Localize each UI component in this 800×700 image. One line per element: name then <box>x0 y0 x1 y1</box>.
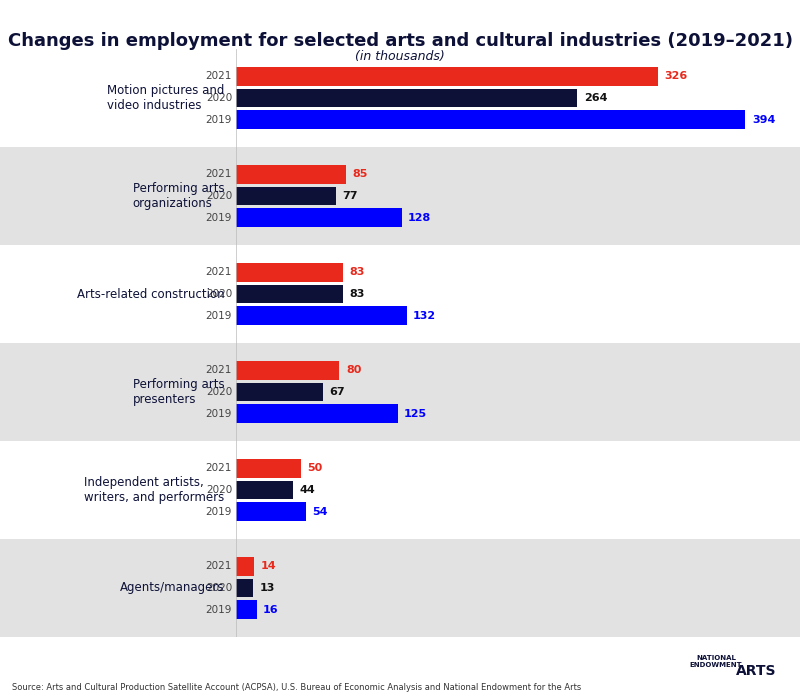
Bar <box>236 88 578 108</box>
Text: 132: 132 <box>413 311 436 321</box>
Text: 77: 77 <box>342 191 358 201</box>
Text: 2019: 2019 <box>206 605 232 615</box>
Text: 80: 80 <box>346 365 362 375</box>
Text: 14: 14 <box>261 561 276 571</box>
Bar <box>0 441 800 539</box>
Bar <box>0 343 800 441</box>
Text: Performing arts
presenters: Performing arts presenters <box>133 378 224 406</box>
Bar <box>236 165 346 184</box>
Bar <box>236 459 301 478</box>
Text: 264: 264 <box>584 93 607 103</box>
Text: NATIONAL
ENDOWMENT: NATIONAL ENDOWMENT <box>690 655 742 668</box>
Bar <box>236 208 402 227</box>
Bar <box>236 557 254 576</box>
Text: 2020: 2020 <box>206 485 232 495</box>
Bar <box>236 186 335 206</box>
Text: 2019: 2019 <box>206 311 232 321</box>
Text: Changes in employment for selected arts and cultural industries (2019–2021): Changes in employment for selected arts … <box>7 32 793 50</box>
Text: 2021: 2021 <box>206 169 232 179</box>
Text: 2021: 2021 <box>206 561 232 571</box>
Bar <box>236 404 398 423</box>
Bar <box>236 361 339 380</box>
Text: 44: 44 <box>299 485 315 495</box>
Text: 2019: 2019 <box>206 213 232 223</box>
Bar <box>0 147 800 245</box>
Bar <box>236 600 257 619</box>
Text: 2020: 2020 <box>206 583 232 593</box>
Text: 394: 394 <box>752 115 775 125</box>
Text: 85: 85 <box>352 169 368 179</box>
Text: 54: 54 <box>312 507 328 517</box>
Bar <box>236 306 406 325</box>
Text: 2019: 2019 <box>206 409 232 419</box>
Text: 50: 50 <box>307 463 322 473</box>
Text: Arts-related construction: Arts-related construction <box>77 288 224 300</box>
Text: 2021: 2021 <box>206 365 232 375</box>
Bar <box>236 284 343 304</box>
Text: 326: 326 <box>664 71 687 81</box>
Bar <box>236 480 293 500</box>
Bar <box>0 49 800 147</box>
Text: 125: 125 <box>404 409 427 419</box>
Text: 2021: 2021 <box>206 267 232 277</box>
Text: Motion pictures and
video industries: Motion pictures and video industries <box>107 84 224 112</box>
Text: 2021: 2021 <box>206 463 232 473</box>
Bar <box>236 502 306 521</box>
Bar <box>0 245 800 343</box>
Bar <box>236 263 343 282</box>
Text: 67: 67 <box>329 387 345 397</box>
Bar <box>236 67 658 86</box>
Text: ARTS: ARTS <box>736 664 776 678</box>
Text: (in thousands): (in thousands) <box>355 50 445 64</box>
Text: Performing arts
organizations: Performing arts organizations <box>133 182 224 210</box>
Text: Independent artists,
writers, and performers: Independent artists, writers, and perfor… <box>84 476 224 504</box>
Text: 13: 13 <box>259 583 274 593</box>
Text: 2020: 2020 <box>206 191 232 201</box>
Bar <box>0 539 800 637</box>
Text: 83: 83 <box>350 289 365 299</box>
Bar <box>236 578 253 598</box>
Text: 16: 16 <box>263 605 278 615</box>
Text: 2019: 2019 <box>206 115 232 125</box>
Text: 2019: 2019 <box>206 507 232 517</box>
Text: 2020: 2020 <box>206 387 232 397</box>
Bar <box>236 382 322 402</box>
Text: 2021: 2021 <box>206 71 232 81</box>
Text: Agents/managers: Agents/managers <box>120 582 224 594</box>
Text: 2020: 2020 <box>206 289 232 299</box>
Text: 2020: 2020 <box>206 93 232 103</box>
Text: 128: 128 <box>408 213 431 223</box>
Bar <box>236 110 746 129</box>
Text: 83: 83 <box>350 267 365 277</box>
Text: Source: Arts and Cultural Production Satellite Account (ACPSA), U.S. Bureau of E: Source: Arts and Cultural Production Sat… <box>12 682 582 692</box>
